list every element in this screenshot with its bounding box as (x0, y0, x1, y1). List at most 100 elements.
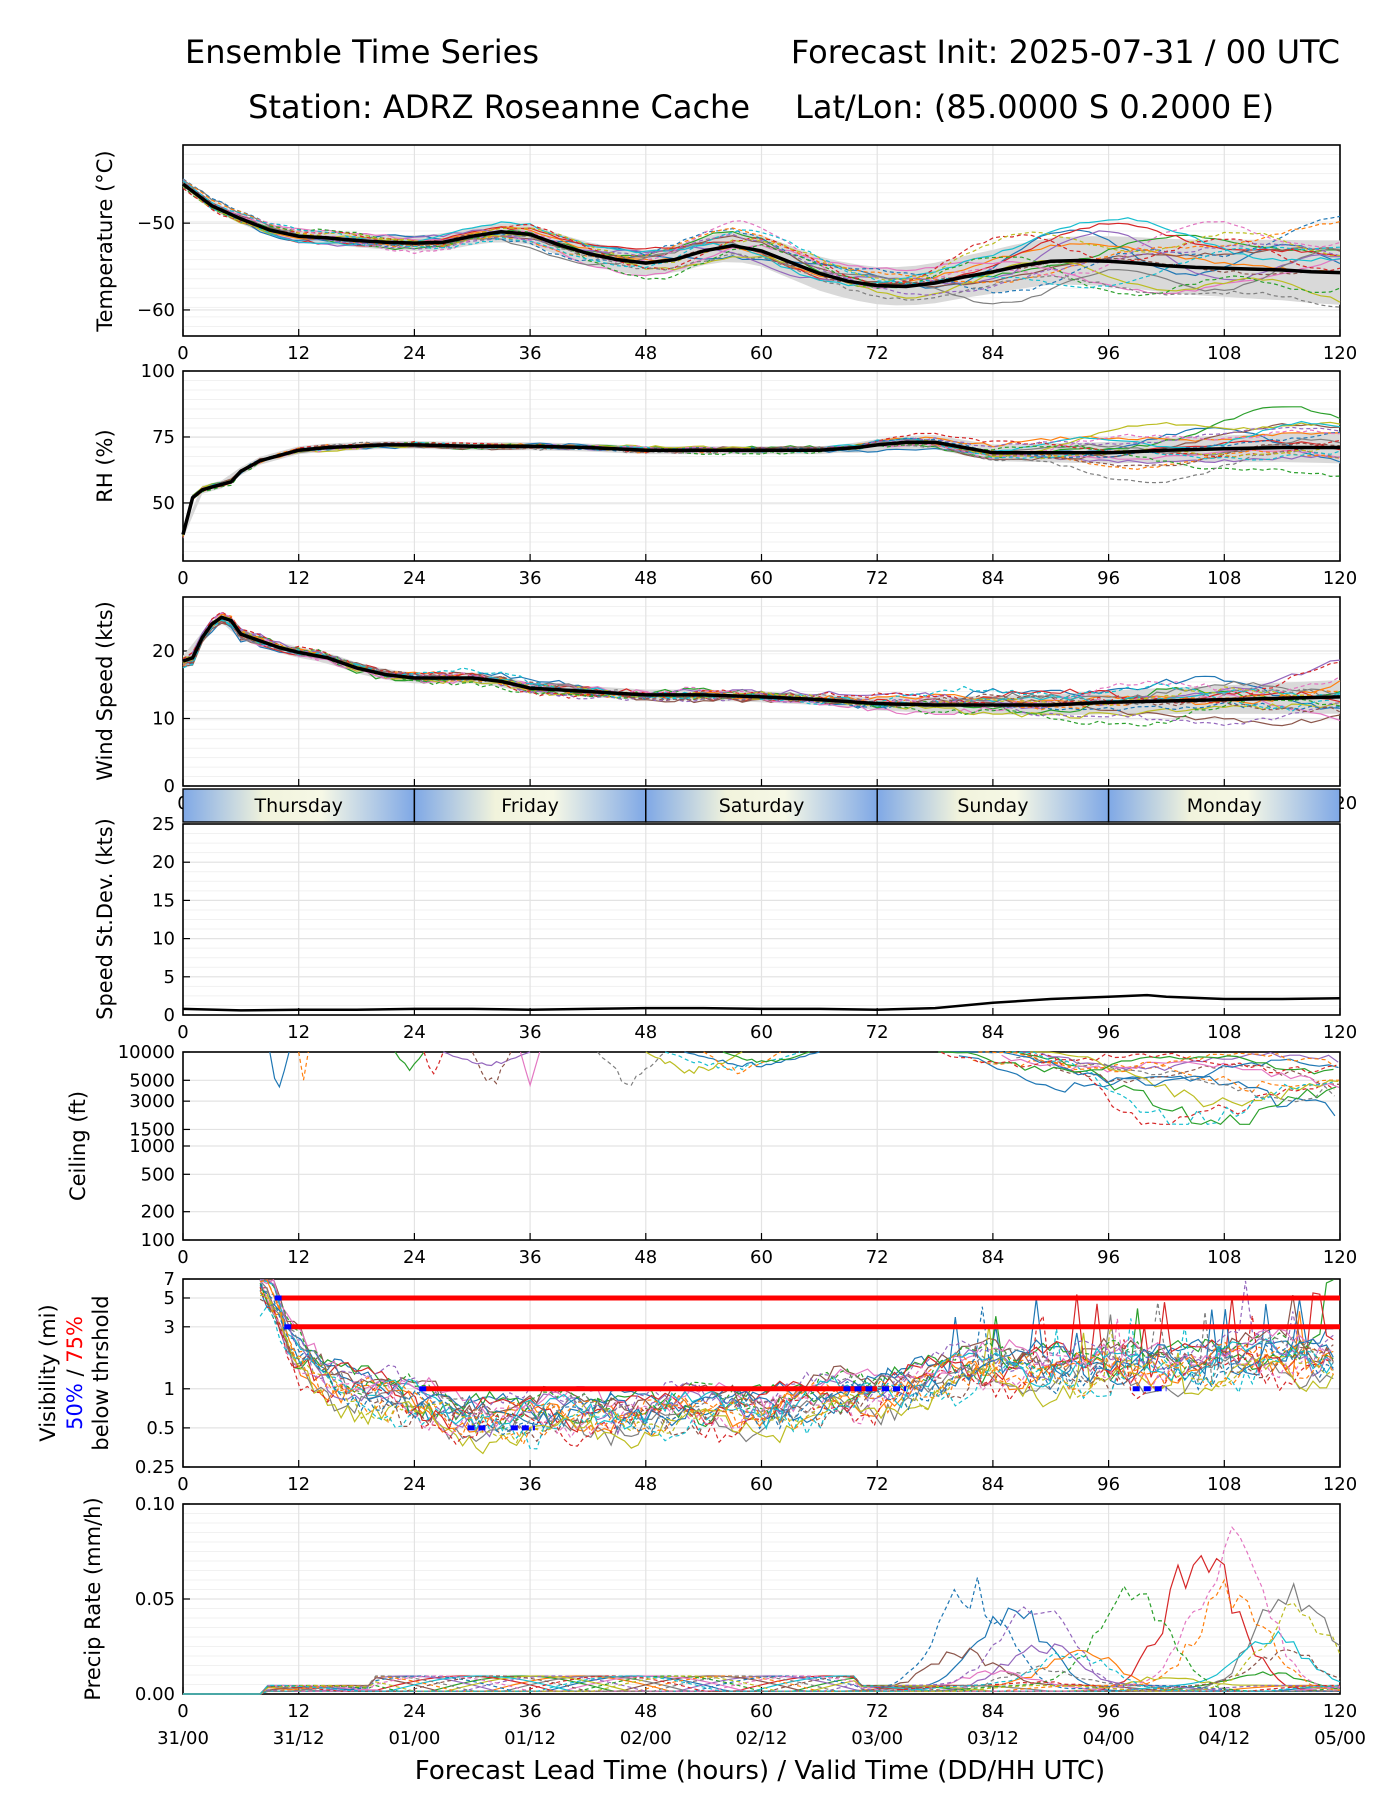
y-tick-label: 3000 (129, 1091, 175, 1112)
ceiling-member-line (1029, 1051, 1339, 1108)
x-tick-label: 36 (519, 1022, 542, 1043)
y-tick-label: 5 (164, 1288, 175, 1309)
y-tick-label: 0 (164, 1005, 175, 1026)
temperature-member-line (182, 182, 1341, 308)
rh-mean-line (181, 440, 1340, 536)
ceiling-member-line (645, 1051, 743, 1075)
temperature-member-line (182, 185, 1341, 282)
temperature-member-line (182, 179, 1341, 284)
y-tick-label: 50 (152, 493, 175, 514)
x-tick-label: 120 (1323, 1022, 1357, 1043)
y-axis-label-part: 50% (63, 1383, 87, 1430)
visibility-member-line (260, 1287, 1334, 1433)
panel-2: 50 75 100 0 12 24 36 48 60 72 84 96 108 120 RH (%) (93, 361, 1357, 589)
x-tick-label: 60 (750, 343, 773, 364)
x-tick-label: 12 (287, 1474, 310, 1495)
y-tick-label: 0.5 (146, 1418, 175, 1439)
ceiling-member-line (664, 1051, 801, 1071)
x-tick-label: 24 (403, 568, 426, 589)
x-tick-label: 60 (750, 1022, 773, 1043)
x-tick-label: 96 (1097, 568, 1120, 589)
y-tick-label: 25 (152, 814, 175, 835)
visibility-member-line (259, 1298, 1334, 1443)
temperature-member-line (182, 187, 1341, 287)
x-tick-label: 108 (1207, 1474, 1241, 1495)
y-tick-label: 200 (141, 1202, 175, 1223)
x-axis-label: Forecast Lead Time (hours) / Valid Time … (415, 1756, 1105, 1786)
valid-time-label: 05/00 (1314, 1728, 1366, 1749)
x-tick-label: 48 (634, 343, 657, 364)
visibility-member-line (259, 1287, 1334, 1447)
y-axis-label-part: 75% (63, 1316, 87, 1363)
ceiling-member-line (684, 1051, 820, 1068)
x-tick-label: 60 (750, 1247, 773, 1268)
x-tick-label: 12 (287, 1022, 310, 1043)
valid-time-label: 02/12 (736, 1728, 788, 1749)
visibility-member-line (259, 1280, 1334, 1447)
x-tick-label: 36 (519, 1701, 542, 1722)
y-tick-label: −50 (137, 213, 175, 234)
x-tick-label: 72 (866, 1474, 889, 1495)
x-tick-label: 12 (287, 343, 310, 364)
x-tick-label: 36 (519, 568, 542, 589)
precip-member-line (183, 1577, 1340, 1695)
visibility-member-line (260, 1279, 1334, 1433)
valid-time-label: 03/12 (967, 1728, 1019, 1749)
ceiling-member-line (1008, 1051, 1337, 1126)
y-axis-label: RH (%) (93, 429, 117, 502)
temperature-member-line (182, 184, 1341, 295)
visibility-member-line (259, 1279, 1334, 1439)
x-tick-label: 60 (750, 1701, 773, 1722)
x-tick-label: 60 (750, 1474, 773, 1495)
y-tick-label: 75 (152, 427, 175, 448)
ceiling-member-line (519, 1051, 541, 1088)
x-tick-label: 108 (1207, 1247, 1241, 1268)
x-tick-label: 96 (1097, 1022, 1120, 1043)
day-cell (1107, 788, 1341, 823)
day-label: Sunday (957, 795, 1028, 817)
panel-4: 0 5 10 15 20 25 0 12 24 36 48 60 72 84 96 108 120 Speed S… (93, 814, 1357, 1043)
y-axis-label: Ceiling (ft) (66, 1091, 90, 1201)
x-tick-label: 96 (1097, 1474, 1120, 1495)
valid-time-label: 01/12 (504, 1728, 556, 1749)
x-tick-label: 36 (519, 1474, 542, 1495)
y-tick-label: 100 (141, 361, 175, 382)
figure-title: Ensemble Time Series (185, 33, 539, 71)
y-tick-label: 3 (164, 1317, 175, 1338)
y-tick-label: 1 (164, 1379, 175, 1400)
valid-time-label: 04/12 (1198, 1728, 1250, 1749)
x-tick-label: 84 (981, 1022, 1004, 1043)
x-tick-label: 96 (1097, 1701, 1120, 1722)
y-tick-label: 100 (141, 1230, 175, 1251)
y-axis-label-part: Visibility (mi) (36, 1304, 60, 1441)
precip-member-line (183, 1602, 1341, 1695)
x-tick-label: 120 (1323, 568, 1357, 589)
ceiling-member-line (1020, 1051, 1339, 1072)
panel-1: −50 −60 0 12 24 36 48 60 72 84 96 108 120 Temperature… (93, 144, 1357, 364)
x-tick-label: 120 (1323, 343, 1357, 364)
x-tick-label: 0 (177, 1022, 188, 1043)
x-tick-label: 84 (981, 1701, 1004, 1722)
y-tick-label: 10 (152, 929, 175, 950)
y-tick-label: 1500 (129, 1119, 175, 1140)
x-tick-label: 48 (634, 1701, 657, 1722)
ceiling-member-line (471, 1051, 512, 1085)
x-tick-label: 72 (866, 568, 889, 589)
x-tick-label: 108 (1207, 568, 1241, 589)
day-label: Thursday (254, 795, 343, 817)
y-tick-label: 0.10 (135, 1494, 175, 1515)
y-tick-label: 1000 (129, 1136, 175, 1157)
visibility-member-line (260, 1279, 1334, 1427)
x-tick-label: 84 (981, 343, 1004, 364)
rh-members (181, 406, 1341, 539)
x-tick-label: 84 (981, 568, 1004, 589)
temperature-member-line (182, 180, 1341, 289)
x-tick-label: 0 (177, 1701, 188, 1722)
day-cell (645, 788, 878, 823)
x-tick-label: 12 (287, 1701, 310, 1722)
ceiling-member-line (943, 1051, 1339, 1087)
ceiling-member-line (703, 1051, 782, 1075)
ceiling-member-line (958, 1055, 1336, 1117)
precip-member-line (183, 1652, 1341, 1695)
y-tick-label: 15 (152, 890, 175, 911)
